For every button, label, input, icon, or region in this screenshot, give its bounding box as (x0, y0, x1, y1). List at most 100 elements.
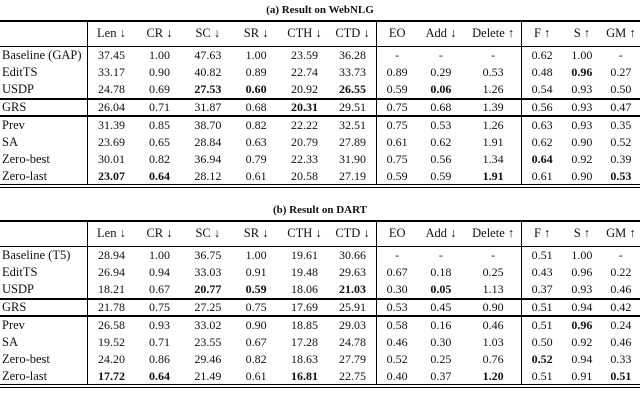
table-cell: 32.51 (328, 115, 377, 134)
table-cell: 47.63 (194, 47, 222, 62)
row-label: Zero-best (2, 152, 50, 167)
row-label: USDP (2, 281, 34, 296)
table-cell: 0.92 (571, 152, 593, 167)
table-cell: 0.93 (571, 81, 593, 96)
table-cell: 0.52 (610, 134, 632, 149)
column-header: Add ↓ (416, 221, 465, 247)
column-header: S ↑ (561, 21, 602, 47)
table-cell: 0.92 (571, 334, 593, 349)
table-cell: 0.37 (521, 281, 562, 299)
row-label: Zero-best (2, 352, 50, 367)
column-header: EO (376, 221, 417, 247)
table-cell: 26.04 (86, 97, 136, 116)
table-cell: 1.26 (464, 115, 522, 134)
corner-cell (0, 221, 88, 247)
table-row: GRS 26.04 0.71 31.87 0.68 20.31 29.51 0.75 0.68 1… (0, 97, 640, 116)
table-row: Zero-best 30.01 0.82 36.94 0.79 22.33 31.90 0.7… (0, 151, 640, 169)
table-cell: 0.68 (231, 97, 281, 116)
table-cell: 0.54 (521, 81, 562, 99)
table-cell: 0.64 (149, 168, 170, 183)
table-cell: - (376, 46, 417, 64)
table-cell: 0.51 (610, 368, 632, 383)
table-row: Baseline (T5) 28.94 1.00 36.75 1.00 19.61 30.6… (0, 246, 640, 264)
table-cell: 0.96 (571, 264, 593, 279)
table-cell: 28.84 (194, 134, 222, 149)
column-header: SR ↓ (231, 21, 281, 47)
table-cell: 1.34 (482, 152, 504, 167)
table-cell: 0.16 (416, 315, 465, 334)
table-cell: 1.00 (571, 47, 593, 62)
table-row: Baseline (GAP) 37.45 1.00 47.63 1.00 23.59 36.… (0, 46, 640, 64)
table-cell: 20.77 (194, 281, 222, 296)
table-cell: 23.55 (194, 334, 222, 349)
table-cell: 33.17 (86, 63, 136, 81)
table-cell: 0.61 (245, 168, 267, 183)
table-cell: 0.75 (376, 151, 417, 169)
table-cell: 0.39 (610, 152, 632, 167)
table-cell: 0.90 (571, 168, 593, 183)
table-row: Zero-last 17.72 0.64 21.49 0.61 16.81 22.75 0.4… (0, 368, 640, 386)
table-cell: 24.78 (339, 334, 366, 349)
table-cell: 26.94 (86, 263, 136, 281)
table-cell: 1.91 (482, 168, 504, 183)
table-cell: 0.52 (521, 351, 562, 369)
table-cell: 33.73 (339, 64, 366, 79)
column-header: SR ↓ (231, 221, 281, 247)
table-cell: 0.63 (521, 115, 562, 134)
table-cell: 0.46 (610, 281, 632, 296)
column-header: GM ↑ (601, 221, 640, 247)
table-cell: 24.78 (86, 81, 136, 99)
table-cell: 0.48 (521, 63, 562, 81)
table-cell: 1.26 (482, 81, 504, 96)
table-cell: 1.03 (482, 334, 504, 349)
table-cell: 0.96 (571, 64, 593, 79)
table-cell: 31.87 (183, 97, 232, 116)
table-cell: 26.58 (86, 315, 136, 334)
table-cell: 0.91 (571, 368, 593, 383)
table-cell: 0.90 (231, 315, 281, 334)
column-header: Len ↓ (86, 221, 136, 247)
table-cell: 0.46 (376, 333, 417, 351)
table-cell: 0.96 (561, 315, 602, 334)
table-body: Baseline (GAP) 37.45 1.00 47.63 1.00 23.59 36.… (0, 46, 640, 186)
table-cell: 0.53 (482, 64, 504, 79)
table-cell: 0.53 (610, 168, 632, 183)
table-cell: 0.94 (561, 297, 602, 316)
table-cell: 0.30 (376, 281, 417, 299)
table-cell: 0.59 (430, 168, 452, 183)
table-cell: 0.51 (521, 246, 562, 264)
table-cell: 0.51 (521, 297, 562, 316)
table-cell: 22.33 (290, 152, 318, 167)
table-cell: 18.21 (86, 281, 136, 299)
table-cell: 0.69 (149, 81, 170, 96)
table-cell: 0.50 (521, 333, 562, 351)
table-cell: - (491, 47, 496, 62)
table-cell: 0.37 (430, 368, 452, 383)
table-cell: 0.85 (135, 115, 184, 134)
table-cell: 1.13 (482, 281, 504, 296)
table-cell: 0.93 (561, 115, 602, 134)
table-cell: 21.49 (194, 368, 222, 383)
row-label: Baseline (GAP) (2, 47, 82, 62)
table-cell: 21.03 (339, 281, 366, 296)
table-cell: 0.52 (376, 351, 417, 369)
table-cell: 0.42 (601, 297, 640, 316)
table-cell: 0.50 (610, 81, 632, 96)
table-cell: 0.71 (135, 97, 184, 116)
table-cell: 19.48 (290, 264, 318, 279)
table-cell: 27.79 (339, 352, 366, 367)
table-row: GRS 21.78 0.75 27.25 0.75 17.69 25.91 0.53 0.45 0… (0, 297, 640, 316)
table-cell: 40.82 (194, 64, 222, 79)
column-header: S ↑ (561, 221, 602, 247)
column-header: F ↑ (521, 221, 562, 247)
table-cell: 0.94 (149, 264, 170, 279)
table-row: SA 19.52 0.71 23.55 0.67 17.28 24.78 0.46 0.30 1.… (0, 333, 640, 351)
table-cell: 0.56 (430, 152, 452, 167)
table-cell: 0.33 (610, 352, 632, 367)
table-cell: 27.19 (339, 168, 366, 183)
table-cell: 0.61 (245, 368, 267, 383)
table-cell: 0.35 (601, 115, 640, 134)
column-header: SC ↓ (183, 221, 232, 247)
table-cell: 0.30 (430, 334, 452, 349)
column-header: CTH ↓ (280, 21, 329, 47)
